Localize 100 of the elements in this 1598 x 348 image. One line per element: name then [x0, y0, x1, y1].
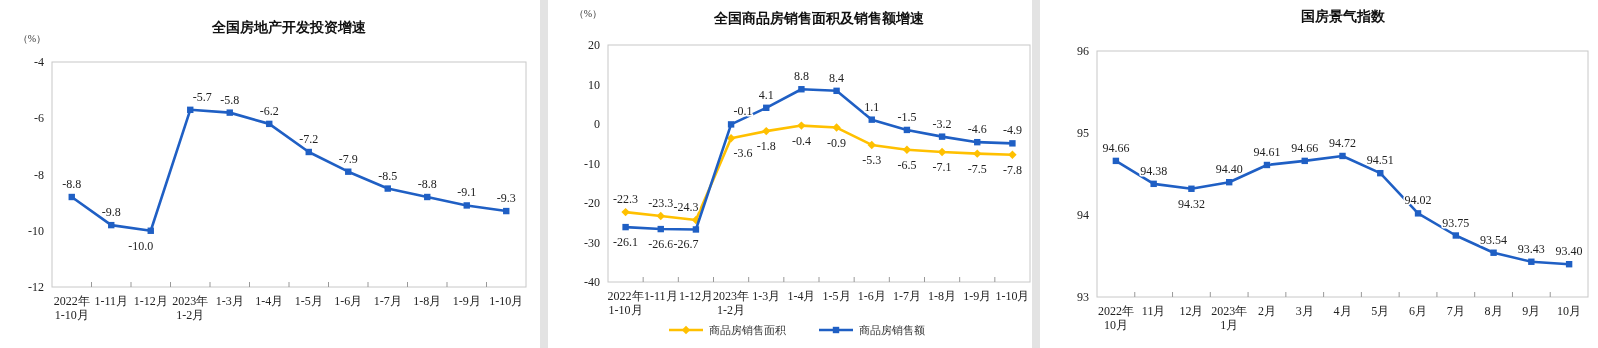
data-label: -0.9 — [827, 135, 847, 150]
point — [832, 123, 841, 132]
data-label: 94.38 — [1140, 163, 1168, 178]
point — [463, 202, 470, 209]
chart-title: 全国商品房销售面积及销售额增速 — [713, 10, 925, 26]
data-label: -23.3 — [648, 196, 674, 211]
point — [727, 121, 735, 128]
x-tick-label: 1-10月 — [995, 289, 1030, 303]
legend-label: 商品房销售面积 — [709, 324, 786, 336]
data-label: 94.32 — [1177, 196, 1205, 211]
data-label: -8.8 — [62, 177, 82, 191]
point — [226, 109, 233, 116]
data-label: -10.0 — [128, 238, 154, 253]
x-tick-label: 11月 — [1141, 304, 1166, 318]
data-label: -6.2 — [259, 103, 279, 118]
x-tick-label: 1-3月 — [215, 294, 244, 308]
chart-title: 国房景气指数 — [1300, 8, 1386, 24]
y-tick-label: 10 — [588, 77, 600, 92]
x-tick-label: 1-12月 — [678, 289, 713, 303]
data-label: 4.1 — [758, 87, 774, 102]
data-label: -1.8 — [756, 139, 776, 154]
y-tick-label: 0 — [594, 117, 600, 131]
point — [973, 149, 982, 158]
y-tick-label: 96 — [1077, 44, 1089, 58]
data-label: -9.8 — [101, 205, 121, 220]
y-tick-label: -40 — [584, 275, 600, 289]
point — [797, 121, 806, 130]
y-tick-label: 20 — [588, 38, 600, 52]
data-label: -7.5 — [967, 161, 987, 176]
data-label: 94.61 — [1253, 144, 1281, 159]
x-tick-label: 2022年 1-10月 — [53, 294, 90, 322]
y-tick-label: -30 — [584, 235, 600, 250]
chart-title: 全国房地产开发投资增速 — [211, 19, 367, 35]
data-label: -1.5 — [897, 109, 917, 124]
y-tick-label: -6 — [34, 111, 44, 126]
data-label: -26.6 — [648, 237, 674, 252]
data-label: -3.2 — [932, 116, 952, 131]
x-tick-label: 1-11月 — [94, 294, 129, 308]
x-tick-label: 3月 — [1295, 304, 1314, 318]
x-tick-label: 2023年 1-2月 — [713, 289, 750, 317]
data-label: -7.9 — [338, 151, 358, 166]
point — [902, 145, 912, 154]
point — [1009, 140, 1016, 147]
x-tick-label: 1-4月 — [255, 294, 284, 308]
x-tick-label: 5月 — [1371, 304, 1390, 318]
data-label: -9.3 — [496, 191, 516, 206]
data-label: -24.3 — [673, 199, 699, 214]
data-label: 94.51 — [1366, 153, 1394, 168]
x-tick-label: 1-7月 — [892, 289, 921, 303]
x-tick-label: 10月 — [1557, 304, 1582, 318]
x-tick-label: 1-9月 — [452, 294, 481, 308]
y-axis-title: （%） — [17, 33, 47, 44]
data-label: 8.4 — [829, 70, 845, 85]
y-tick-label: -8 — [34, 167, 44, 182]
point — [1188, 185, 1195, 192]
x-tick-label: 1-6月 — [857, 289, 886, 303]
point — [1414, 210, 1422, 217]
x-tick-label: 1-8月 — [413, 294, 442, 308]
point — [1528, 258, 1535, 265]
point — [726, 134, 736, 143]
y-tick-label: -4 — [34, 55, 44, 69]
data-label: 94.02 — [1404, 193, 1432, 208]
x-tick-label: 6月 — [1409, 304, 1428, 318]
data-label: 94.72 — [1329, 135, 1356, 150]
y-tick-label: -12 — [28, 280, 44, 294]
point — [833, 87, 840, 95]
data-label: 93.43 — [1517, 241, 1545, 256]
data-label: 93.75 — [1442, 215, 1470, 230]
data-label: -0.4 — [791, 133, 811, 148]
data-label: -7.8 — [1002, 162, 1022, 177]
point — [1490, 249, 1497, 256]
x-tick-label: 1-6月 — [334, 294, 363, 308]
x-tick-label: 1-11月 — [643, 289, 678, 303]
x-tick-label: 1-4月 — [787, 289, 816, 303]
point — [621, 207, 630, 217]
x-tick-label: 1-5月 — [294, 294, 323, 308]
data-label: -8.8 — [417, 177, 437, 191]
data-label: -6.5 — [897, 157, 917, 172]
x-tick-label: 4月 — [1333, 304, 1352, 318]
y-tick-label: -20 — [584, 196, 600, 210]
data-label: -0.1 — [733, 104, 753, 119]
x-tick-label: 1-7月 — [373, 294, 402, 308]
data-label: 1.1 — [864, 99, 880, 114]
point — [868, 116, 875, 123]
data-label: -4.9 — [1002, 123, 1022, 138]
data-label: 93.54 — [1480, 232, 1508, 247]
y-tick-label: -10 — [584, 156, 600, 171]
point — [938, 133, 946, 140]
y-tick-label: 93 — [1077, 290, 1089, 304]
data-label: -5.7 — [192, 89, 212, 104]
point — [762, 126, 771, 136]
x-tick-label: 1-10月 — [489, 294, 524, 308]
x-tick-label: 2023年 1月 — [1211, 304, 1248, 332]
legend-label: 商品房销售额 — [859, 324, 925, 336]
data-label: 93.40 — [1555, 244, 1583, 259]
x-tick-label: 1-3月 — [752, 289, 781, 303]
y-axis-title: （%） — [573, 8, 603, 19]
x-tick-label: 2022年 10月 — [1097, 304, 1134, 332]
y-tick-label: -10 — [28, 223, 44, 238]
y-tick-label: 94 — [1077, 208, 1089, 222]
